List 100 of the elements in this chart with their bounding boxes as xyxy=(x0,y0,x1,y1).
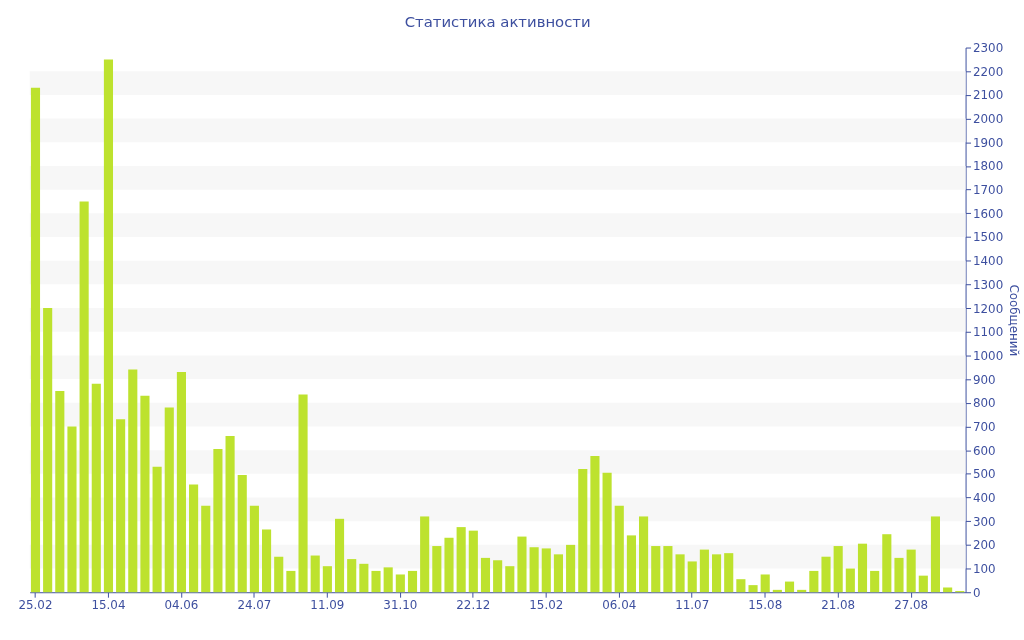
bar xyxy=(43,308,53,593)
y-tick-label: 1300 xyxy=(973,277,1004,292)
bar xyxy=(164,407,174,593)
y-tick-label: 300 xyxy=(973,514,996,529)
bar xyxy=(310,555,320,593)
bar xyxy=(128,369,138,593)
bar xyxy=(505,566,515,593)
y-tick-label: 700 xyxy=(973,419,996,434)
bar xyxy=(55,390,65,593)
x-tick-label: 21.08 xyxy=(821,597,856,612)
bar xyxy=(103,59,114,593)
x-tick-label: 11.09 xyxy=(310,597,345,612)
bar xyxy=(821,556,831,593)
y-tick-label: 2200 xyxy=(973,64,1004,79)
bar xyxy=(67,426,77,593)
bar xyxy=(493,560,503,593)
bar xyxy=(845,568,855,593)
y-tick-label: 400 xyxy=(973,490,996,505)
bar xyxy=(371,570,381,593)
y-tick-label: 1200 xyxy=(973,301,1004,316)
bar xyxy=(456,527,466,593)
bar xyxy=(420,516,430,593)
y-tick-label: 100 xyxy=(973,562,996,576)
y-axis-title: Сообщений xyxy=(1007,284,1022,357)
bar xyxy=(407,570,418,593)
bar xyxy=(359,563,369,593)
bar xyxy=(176,371,186,593)
x-tick-label: 04.06 xyxy=(164,597,199,612)
y-tick-label: 1500 xyxy=(973,230,1004,245)
x-tick-label: 11.07 xyxy=(675,597,710,612)
bar xyxy=(943,587,953,593)
x-tick-label: 31.10 xyxy=(383,597,418,612)
y-tick-label: 1800 xyxy=(973,159,1004,174)
bar xyxy=(432,546,442,593)
bar xyxy=(614,505,624,593)
y-tick-label: 500 xyxy=(973,467,996,482)
x-tick-label: 25.02 xyxy=(18,597,53,612)
y-tick-label: 0 xyxy=(973,585,981,600)
bar xyxy=(930,516,941,593)
y-tick-label: 1400 xyxy=(973,254,1004,269)
bar xyxy=(201,505,211,593)
bar xyxy=(748,585,758,593)
bar xyxy=(590,456,600,593)
y-tick-label: 1900 xyxy=(973,135,1004,150)
bar xyxy=(189,484,199,593)
bar xyxy=(784,581,795,593)
x-tick-label: 15.02 xyxy=(529,597,564,612)
y-tick-label: 2100 xyxy=(973,88,1004,103)
bar xyxy=(918,575,928,593)
bar xyxy=(79,201,89,593)
x-tick-label: 15.08 xyxy=(748,597,783,612)
bar xyxy=(347,559,357,593)
bar xyxy=(286,570,296,593)
bar xyxy=(480,557,491,593)
bar xyxy=(857,543,868,593)
bar xyxy=(213,448,223,593)
y-tick-label: 900 xyxy=(973,372,996,387)
bar xyxy=(444,537,454,593)
bar xyxy=(517,536,527,593)
y-tick-label: 1600 xyxy=(973,206,1004,221)
bar xyxy=(566,544,576,593)
y-tick-label: 2300 xyxy=(973,41,1004,55)
y-tick-label: 1700 xyxy=(973,183,1004,198)
bar xyxy=(262,529,272,593)
bar xyxy=(225,435,235,593)
x-tick-label: 27.08 xyxy=(894,597,929,612)
bar xyxy=(249,505,259,593)
bar xyxy=(663,546,673,593)
bar xyxy=(639,516,649,593)
bar xyxy=(626,535,636,593)
bar xyxy=(334,518,345,593)
bar xyxy=(298,394,308,593)
bar xyxy=(675,554,685,593)
bar xyxy=(651,546,661,593)
bar xyxy=(91,383,101,593)
bar xyxy=(833,546,843,593)
bar xyxy=(395,574,405,593)
bar xyxy=(553,554,564,593)
bar xyxy=(541,548,551,593)
y-tick-label: 800 xyxy=(973,396,996,411)
bar xyxy=(687,561,697,593)
bar xyxy=(30,87,41,593)
bar xyxy=(809,570,819,593)
bar xyxy=(383,567,393,593)
x-tick-label: 06.04 xyxy=(602,597,637,612)
x-tick-label: 24.07 xyxy=(237,597,272,612)
bar xyxy=(578,469,588,593)
x-tick-label: 22.12 xyxy=(456,597,491,612)
bar xyxy=(736,579,746,593)
bar xyxy=(529,547,539,593)
bar xyxy=(322,566,332,593)
bar xyxy=(152,466,162,593)
bar xyxy=(699,549,709,593)
bar xyxy=(602,472,612,593)
bar xyxy=(711,554,722,593)
bar xyxy=(468,530,478,593)
x-tick-label: 15.04 xyxy=(91,597,126,612)
bar xyxy=(724,553,734,593)
y-tick-label: 200 xyxy=(973,538,996,553)
y-tick-label: 2000 xyxy=(973,112,1004,127)
